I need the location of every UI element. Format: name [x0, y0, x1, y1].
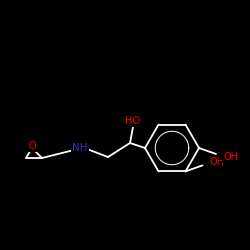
Text: NH: NH — [72, 143, 88, 153]
Text: O: O — [28, 141, 36, 151]
Text: HO: HO — [126, 116, 140, 126]
Text: OH: OH — [210, 158, 224, 168]
Text: OH: OH — [223, 152, 238, 162]
